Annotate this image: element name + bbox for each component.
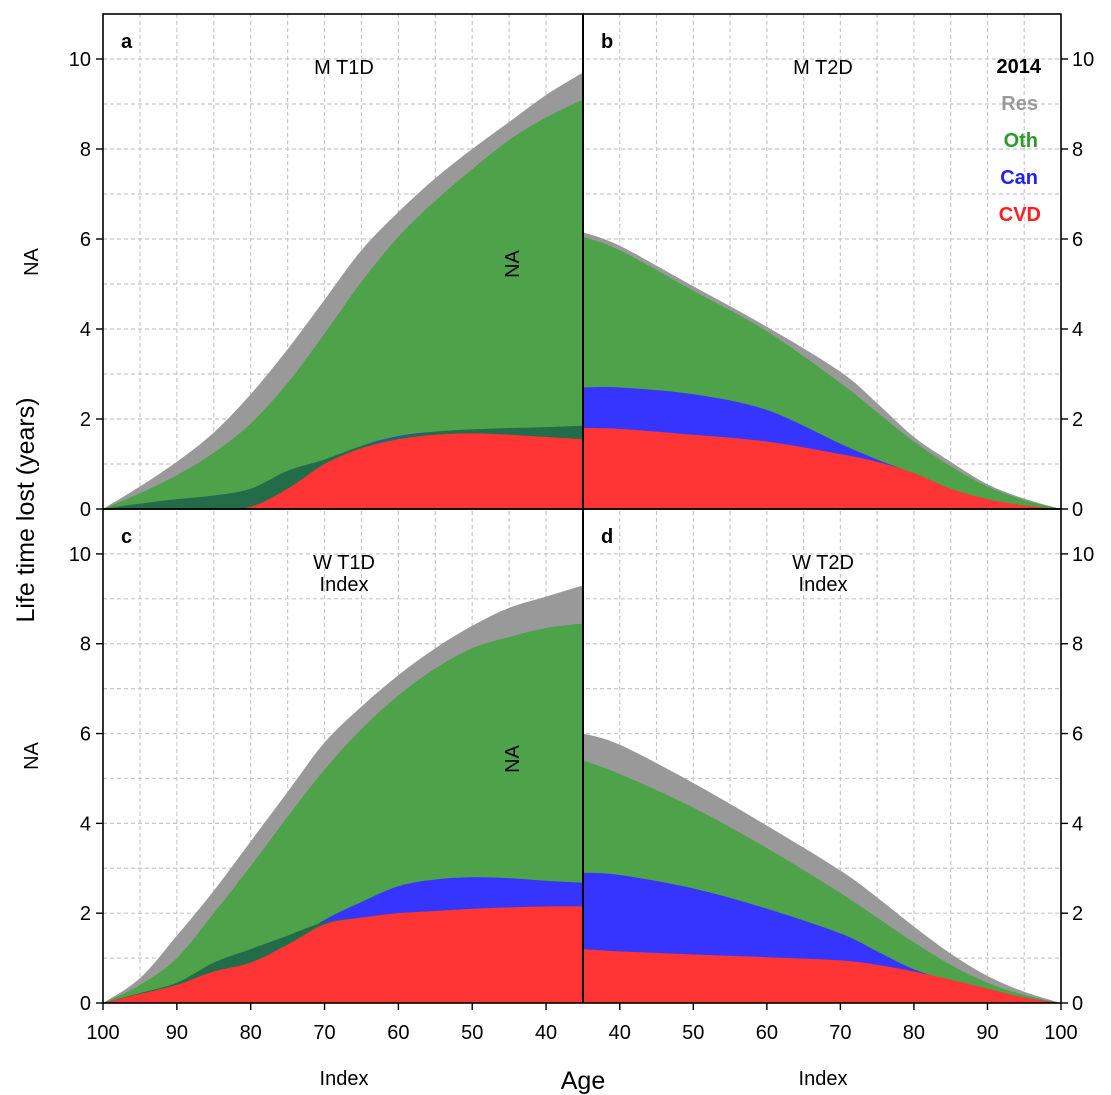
x-tick-label-right: 40 xyxy=(609,1022,631,1044)
panel-title-a: M T1D xyxy=(314,57,374,79)
x-tick-label-left: 50 xyxy=(461,1022,483,1044)
side-ylabel-bottom: NA xyxy=(21,741,43,769)
y-tick-label-left: 0 xyxy=(80,499,91,521)
area-cvd-b xyxy=(583,428,1061,509)
panel-subtitle-c: Index xyxy=(320,574,369,596)
y-tick-label-left: 2 xyxy=(80,409,91,431)
y-tick-label-right: 10 xyxy=(1072,49,1094,71)
x-tick-label-right: 90 xyxy=(976,1022,998,1044)
y-tick-label-right: 8 xyxy=(1072,139,1083,161)
x-tick-label-right: 100 xyxy=(1044,1022,1077,1044)
x-tick-label-right: 80 xyxy=(903,1022,925,1044)
panel-letter-b: b xyxy=(601,31,613,53)
panel-subtitle-d: Index xyxy=(799,574,848,596)
x-sublabel-right: Index xyxy=(799,1068,848,1090)
y-tick-label-right: 0 xyxy=(1072,993,1083,1015)
y-tick-label-left: 8 xyxy=(80,139,91,161)
y-tick-label-left: 10 xyxy=(69,49,91,71)
y-tick-label-left: 0 xyxy=(80,993,91,1015)
x-tick-label-left: 90 xyxy=(166,1022,188,1044)
y-tick-label-left: 4 xyxy=(80,319,91,341)
y-tick-label-right: 6 xyxy=(1072,724,1083,746)
area-oth-a xyxy=(103,99,583,509)
y-tick-label-left: 4 xyxy=(80,813,91,835)
y-tick-label-right: 4 xyxy=(1072,319,1083,341)
y-tick-label-right: 2 xyxy=(1072,903,1083,925)
panel-a: a M T1D NA xyxy=(103,31,583,510)
legend-entry-oth: Oth xyxy=(1004,130,1038,152)
x-sublabel-left: Index xyxy=(320,1068,369,1090)
x-tick-label-right: 60 xyxy=(756,1022,778,1044)
inner-ylabel-a: NA xyxy=(502,249,524,277)
x-tick-label-left: 40 xyxy=(535,1022,557,1044)
legend-entry-cvd: CVD xyxy=(999,204,1041,226)
inner-ylabel-c: NA xyxy=(502,744,524,772)
y-tick-label-left: 6 xyxy=(80,724,91,746)
side-ylabel-top: NA xyxy=(21,247,43,275)
panel-letter-a: a xyxy=(121,31,133,53)
panel-letter-c: c xyxy=(121,526,132,548)
x-tick-label-left: 70 xyxy=(313,1022,335,1044)
x-tick-label-left: 100 xyxy=(86,1022,119,1044)
y-tick-label-right: 4 xyxy=(1072,813,1083,835)
y-tick-label-right: 2 xyxy=(1072,409,1083,431)
legend-title: 2014 xyxy=(997,56,1042,78)
x-tick-label-right: 70 xyxy=(829,1022,851,1044)
area-cvd-d xyxy=(583,949,1061,1003)
y-tick-label-left: 2 xyxy=(80,903,91,925)
panel-title-c: W T1D xyxy=(313,552,375,574)
y-tick-label-left: 6 xyxy=(80,229,91,251)
panel-title-d: W T2D xyxy=(792,552,854,574)
y-tick-label-right: 10 xyxy=(1072,544,1094,566)
y-tick-label-left: 10 xyxy=(69,544,91,566)
x-tick-label-right: 50 xyxy=(682,1022,704,1044)
panel-b: b M T2D xyxy=(583,31,1061,509)
area-cvd-c xyxy=(103,906,583,1003)
y-tick-label-right: 8 xyxy=(1072,634,1083,656)
x-tick-label-left: 60 xyxy=(387,1022,409,1044)
legend-entry-res: Res xyxy=(1001,93,1038,115)
area-cvd-a xyxy=(103,433,583,510)
y-axis-title: Life time lost (years) xyxy=(12,397,40,622)
panel-title-b: M T2D xyxy=(793,57,853,79)
x-tick-label-left: 80 xyxy=(240,1022,262,1044)
x-axis-title: Age xyxy=(561,1067,605,1095)
y-tick-label-right: 0 xyxy=(1072,499,1083,521)
y-tick-label-right: 6 xyxy=(1072,229,1083,251)
y-tick-label-left: 8 xyxy=(80,634,91,656)
panel-letter-d: d xyxy=(601,526,613,548)
legend: 2014 Res Oth Can CVD xyxy=(997,56,1042,226)
legend-entry-can: Can xyxy=(1000,167,1038,189)
